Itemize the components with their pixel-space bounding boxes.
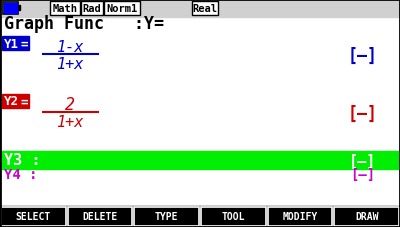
Text: =: =	[20, 95, 28, 108]
Text: [—]: [—]	[348, 105, 378, 122]
Bar	[334, 207, 399, 226]
Text: [—]: [—]	[349, 153, 377, 168]
Bar	[68, 207, 132, 226]
Text: =: =	[20, 37, 28, 50]
Bar	[134, 207, 199, 226]
Text: DELETE: DELETE	[82, 212, 118, 222]
Bar	[18, 6, 20, 11]
Text: TYPE: TYPE	[155, 212, 178, 222]
Text: 1+x: 1+x	[56, 57, 84, 72]
Bar	[50, 2, 80, 16]
Text: SELECT: SELECT	[16, 212, 51, 222]
Text: [—]: [—]	[348, 47, 378, 65]
Bar	[2, 95, 20, 109]
Text: Y3 :: Y3 :	[4, 153, 40, 168]
Text: 1-x: 1-x	[56, 39, 84, 54]
Bar	[81, 2, 103, 16]
Text: 1+x: 1+x	[56, 115, 84, 130]
Text: Y4 :: Y4 :	[4, 167, 38, 181]
Bar	[4, 4, 17, 14]
Bar	[0, 0, 400, 18]
Bar	[104, 2, 140, 16]
Bar	[20, 95, 29, 109]
Text: MODIFY: MODIFY	[282, 212, 318, 222]
Bar	[201, 207, 266, 226]
Bar	[3, 3, 18, 15]
Text: Y1: Y1	[4, 37, 18, 50]
Bar	[1, 207, 66, 226]
Text: Real: Real	[192, 4, 218, 14]
Text: 2: 2	[65, 96, 75, 114]
Bar	[0, 206, 400, 227]
Bar	[268, 207, 332, 226]
Bar	[0, 151, 400, 169]
Bar	[20, 37, 29, 51]
Text: [—]: [—]	[350, 167, 376, 181]
Text: DRAW: DRAW	[355, 212, 378, 222]
Text: Norm1: Norm1	[106, 4, 138, 14]
Text: Y2: Y2	[4, 95, 18, 108]
Text: Graph Func   :Y=: Graph Func :Y=	[4, 15, 164, 33]
Text: Rad: Rad	[83, 4, 101, 14]
Text: Math: Math	[52, 4, 78, 14]
Bar	[192, 2, 218, 16]
Bar	[2, 37, 20, 51]
Text: TOOL: TOOL	[222, 212, 245, 222]
